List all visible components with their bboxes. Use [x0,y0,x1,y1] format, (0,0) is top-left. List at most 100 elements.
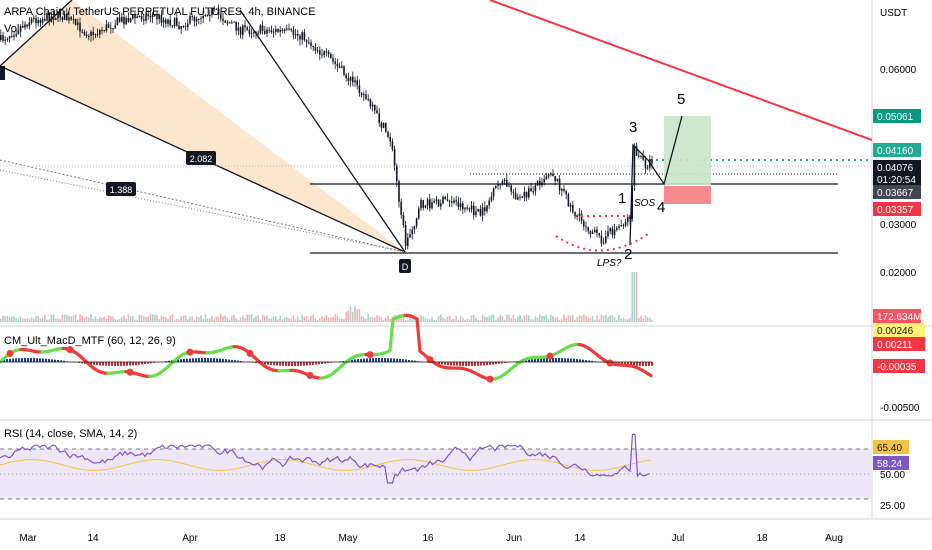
candle-body [41,18,44,23]
candle-body [567,194,570,207]
macd-hist-bar [450,362,452,366]
macd-hist-bar [318,362,320,365]
candle-body [63,13,66,20]
volume-bar [380,317,383,322]
volume-bar [631,272,633,322]
volume-bar [607,317,609,322]
volume-bar [490,314,493,322]
candle-body [369,99,372,107]
candle-body [387,131,389,137]
volume-bar [539,314,541,322]
candle-body [325,51,328,53]
volume-bar [620,318,622,322]
macd-hist-bar [399,358,401,362]
volume-bar [283,317,286,322]
candle-body [57,11,59,19]
volume-bar [275,316,277,322]
red-dotted-arc[interactable] [555,233,649,252]
wave-projection[interactable] [629,115,683,246]
x-point-marker[interactable] [0,66,5,80]
macd-hist-bar [15,358,17,362]
macd-hist-bar [132,362,134,366]
macd-hist-bar [192,358,194,362]
candle-body [26,24,28,27]
candle-body [121,16,123,22]
volume-bar [501,316,504,322]
candle-body [198,19,200,21]
macd-hist-bar [585,360,587,362]
volume-bar [147,316,149,322]
svg-text:65.40: 65.40 [877,443,902,454]
candle-body [453,200,455,203]
macd-tags: 0.00246 0.00211 -0.00035 [873,323,925,373]
volume-bar [264,316,266,322]
harmonic-pattern-fill[interactable] [0,0,405,252]
long-stop-zone[interactable] [664,186,711,204]
macd-hist-bar [264,362,266,365]
macd-hist-bar [54,359,56,362]
candle-body [594,229,596,233]
candle-body [79,22,81,32]
svg-text:0.05061: 0.05061 [877,112,914,123]
fib-line[interactable] [0,159,406,253]
fib-ratio-box-b[interactable] [106,182,136,196]
long-target-zone[interactable] [664,116,711,185]
volume-bar [255,316,257,322]
macd-hist-bar [3,359,5,362]
volume-bar [79,314,81,322]
fib-ratio-box-a[interactable] [186,151,216,165]
candle-body [644,159,647,169]
volume-bar [107,315,110,322]
volume-bar [35,316,37,322]
volume-bar [200,315,202,322]
symbol-title[interactable]: ARPA Chain / TetherUS PERPETUAL FUTURES,… [4,6,316,18]
macd-hist-bar [102,362,104,366]
candle-body [565,191,567,195]
macd-hist-bar [57,360,59,362]
macd-line-segment [646,372,653,378]
volume-bar [547,319,550,322]
volume-bar [336,316,339,322]
macd-hist-bar [198,358,200,362]
downtrend-line[interactable] [489,0,872,141]
wave-label-5: 5 [677,91,685,108]
volume-bar [646,317,649,322]
macd-hist-bar [165,361,167,362]
candle-body [222,18,224,21]
candle-body [206,14,209,17]
macd-hist-bar [630,362,632,366]
macd-hist-bar [447,362,449,366]
candle-body [380,122,383,128]
macd-label[interactable]: CM_Ult_MacD_MTF (60, 12, 26, 9) [4,335,176,347]
candle-body [143,19,145,21]
volume-bar [8,317,11,322]
volume-bar [323,317,325,322]
volume-label[interactable]: Vol [4,23,19,35]
candlestick-series[interactable] [0,4,653,250]
candle-body [50,16,53,22]
candle-body [429,199,431,209]
volume-bar [292,315,295,322]
candle-body [191,15,193,17]
macd-hist-bar [12,358,14,362]
candle-body [607,231,609,237]
macd-cross-dot [366,351,374,359]
macd-hist-bar [120,362,122,366]
candle-body [431,202,433,209]
volume-bar [528,315,530,322]
candle-body [433,200,435,203]
macd-hist-bar [45,358,47,362]
volume-bar [103,316,105,322]
macd-hist-bar [639,362,641,366]
candle-body [554,175,556,182]
rsi-label[interactable]: RSI (14, close, SMA, 14, 2) [4,428,137,440]
candle-body [413,226,416,230]
volume-bar [503,319,506,322]
candle-body [264,30,266,34]
candle-body [415,218,418,227]
candle-body [211,7,213,15]
d-point-marker[interactable] [399,259,411,273]
candle-body [365,94,367,100]
volume-bar [492,314,495,322]
